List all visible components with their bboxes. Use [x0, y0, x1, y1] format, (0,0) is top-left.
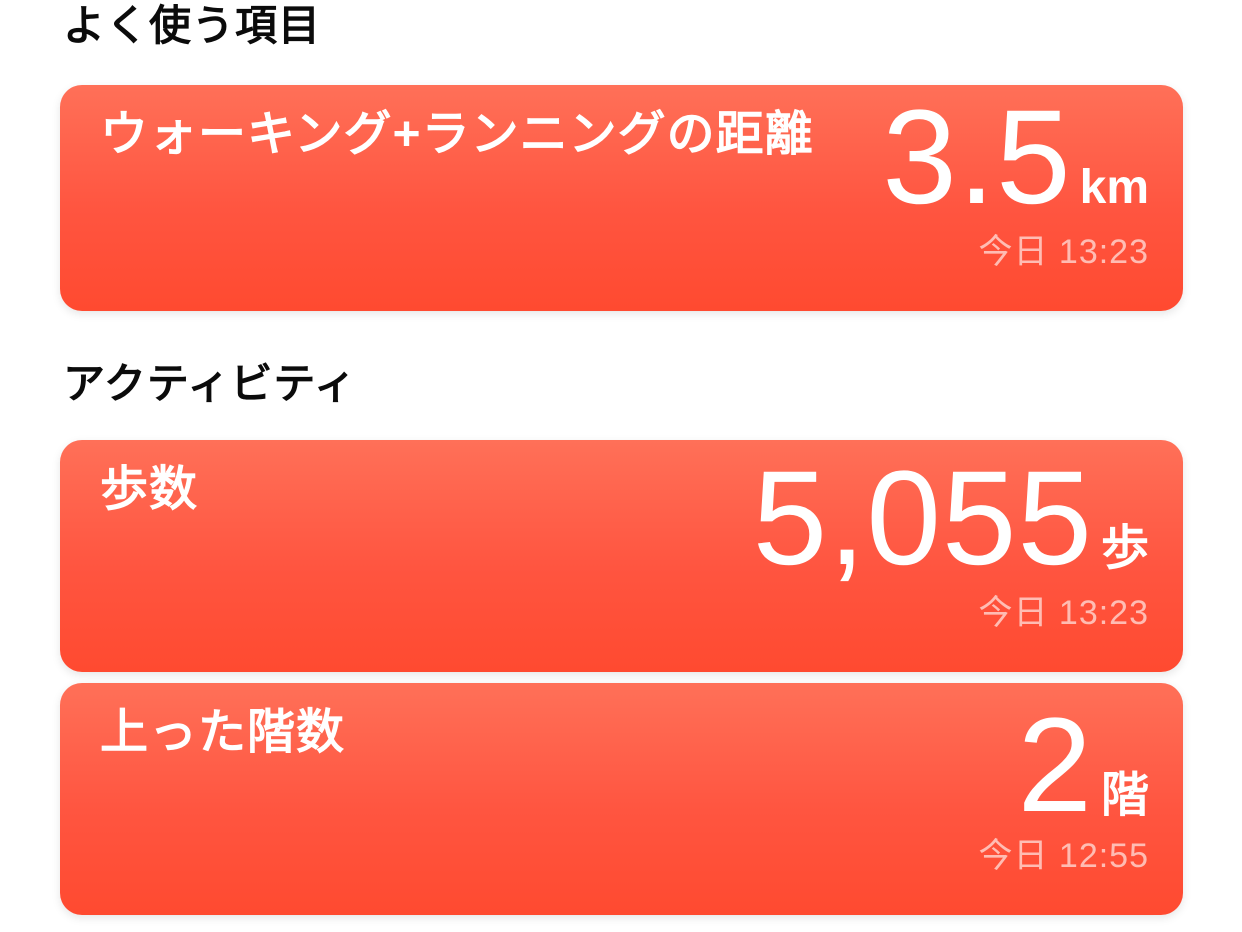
card-flights-climbed[interactable]: 上った階数 2 階 今日 12:55: [60, 683, 1183, 915]
card-value-row: 3.5 km: [882, 91, 1149, 225]
card-timestamp: 今日 13:23: [978, 594, 1149, 632]
card-value: 2: [1017, 691, 1093, 840]
section-title-favorites: よく使う項目: [63, 2, 322, 49]
card-value-row: 2 階: [1017, 699, 1149, 833]
card-walking-running-distance[interactable]: ウォーキング+ランニングの距離 3.5 km 今日 13:23: [60, 85, 1183, 311]
card-value: 3.5: [882, 83, 1072, 232]
card-label: 上った階数: [100, 706, 346, 759]
card-label: ウォーキング+ランニングの距離: [100, 108, 814, 161]
card-unit: 歩: [1100, 522, 1149, 575]
card-timestamp: 今日 13:23: [978, 233, 1149, 271]
card-timestamp: 今日 12:55: [978, 837, 1149, 875]
card-label: 歩数: [100, 463, 199, 516]
card-unit: km: [1079, 161, 1149, 214]
card-value: 5,055: [752, 444, 1093, 593]
section-title-activity: アクティビティ: [63, 360, 357, 407]
card-unit: 階: [1100, 769, 1149, 822]
card-step-count[interactable]: 歩数 5,055 歩 今日 13:23: [60, 440, 1183, 672]
card-value-row: 5,055 歩: [753, 452, 1149, 586]
